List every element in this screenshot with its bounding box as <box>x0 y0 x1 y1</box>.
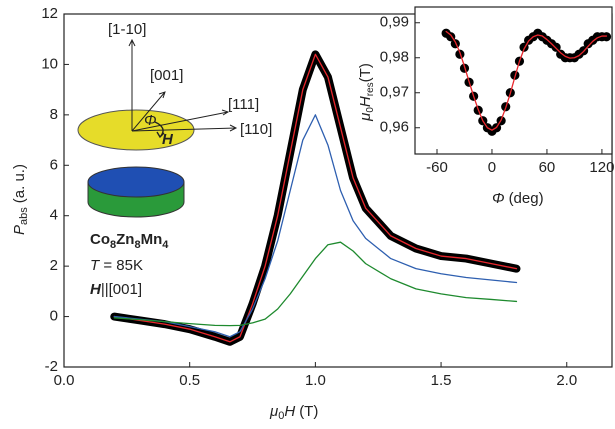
y-tick-label: 0 <box>50 308 58 325</box>
annotation: H <box>162 131 174 148</box>
x-tick-label: 2.0 <box>556 372 577 389</box>
data-point <box>601 32 612 42</box>
y-tick-label: 0,96 <box>380 119 409 136</box>
curve <box>113 53 518 343</box>
text: Φ <box>492 190 505 207</box>
annotation: [1-10] <box>108 21 146 38</box>
y-tick-label: 0,98 <box>380 49 409 66</box>
y-tick-label: 8 <box>50 106 58 123</box>
text: (T) <box>357 63 374 82</box>
text: 8 <box>110 239 116 251</box>
y-axis-label: Pabs (a. u.) <box>11 164 30 235</box>
axes-arrows <box>128 38 238 139</box>
text: P <box>11 225 28 235</box>
x-tick-label: 1.0 <box>305 372 326 389</box>
text: 8 <box>134 239 140 251</box>
cylinder-top <box>87 166 185 198</box>
text: Co <box>90 231 110 248</box>
text: 0 <box>278 410 284 422</box>
text: ||[001] <box>101 281 142 298</box>
text: μ <box>357 113 374 122</box>
y-tick-label: 12 <box>41 5 58 22</box>
text: H <box>284 403 295 420</box>
sample-field: H||[001] <box>90 281 142 298</box>
data-point <box>450 39 460 49</box>
text: res <box>365 82 376 96</box>
data-layer <box>441 28 612 136</box>
sample-temperature: T = 85K <box>90 257 143 274</box>
inset-x-axis-label: Φ (deg) <box>492 190 544 207</box>
text: 4 <box>162 239 169 251</box>
text: H <box>90 281 102 298</box>
x-tick-label: 120 <box>589 159 614 176</box>
text: abs <box>18 207 30 225</box>
plot: -60 0 60 120 0,96 0,97 0,98 0,99 <box>380 6 614 176</box>
x-tick-label: 0.5 <box>179 372 200 389</box>
curve <box>113 241 518 327</box>
annotation: [111] <box>228 96 259 113</box>
data-point <box>551 42 561 52</box>
text: 0 <box>365 107 376 113</box>
inset-y-axis-label: μ0Hres(T) <box>357 63 376 122</box>
annotation: Φ <box>144 112 157 129</box>
annotation: [110] <box>240 121 272 138</box>
plot-frame <box>63 13 613 368</box>
y-tick-label: 6 <box>50 156 58 173</box>
plot: 0.0 0.5 1.0 1.5 2.0 -2 0 2 4 6 8 10 12 <box>41 5 613 389</box>
x-tick-label: 60 <box>539 159 556 176</box>
text: (a. u.) <box>11 164 28 203</box>
x-tick-label: 0.0 <box>54 372 75 389</box>
text: T <box>90 257 101 274</box>
data-layer <box>110 50 521 346</box>
annotation: [001] <box>150 67 183 84</box>
y-tick-label: 0,97 <box>380 84 409 101</box>
text: H <box>357 96 374 107</box>
y-tick-label: -2 <box>45 358 58 375</box>
text: Mn <box>141 231 163 248</box>
sample-formula: Co8Zn8Mn4 <box>90 231 169 251</box>
x-tick-label: -60 <box>426 159 448 176</box>
text: μ <box>269 403 278 420</box>
y-tick-label: 4 <box>50 207 58 224</box>
plot-frame <box>414 6 613 155</box>
x-tick-label: 0 <box>488 159 496 176</box>
curve <box>445 30 608 131</box>
text: = 85K <box>99 257 143 274</box>
curve <box>113 114 518 338</box>
y-tick-label: 10 <box>41 55 58 72</box>
crystal-diagram: [1-10] [001] [111] [110] Φ H Co8Zn8Mn4 T… <box>77 21 272 298</box>
y-tick-label: 0,99 <box>380 14 409 31</box>
text: (T) <box>299 403 318 420</box>
y-tick-label: 2 <box>50 257 58 274</box>
x-axis-label: μ0H (T) <box>269 403 318 422</box>
text: (deg) <box>509 190 544 207</box>
text: Zn <box>116 231 134 248</box>
x-tick-label: 1.5 <box>431 372 452 389</box>
